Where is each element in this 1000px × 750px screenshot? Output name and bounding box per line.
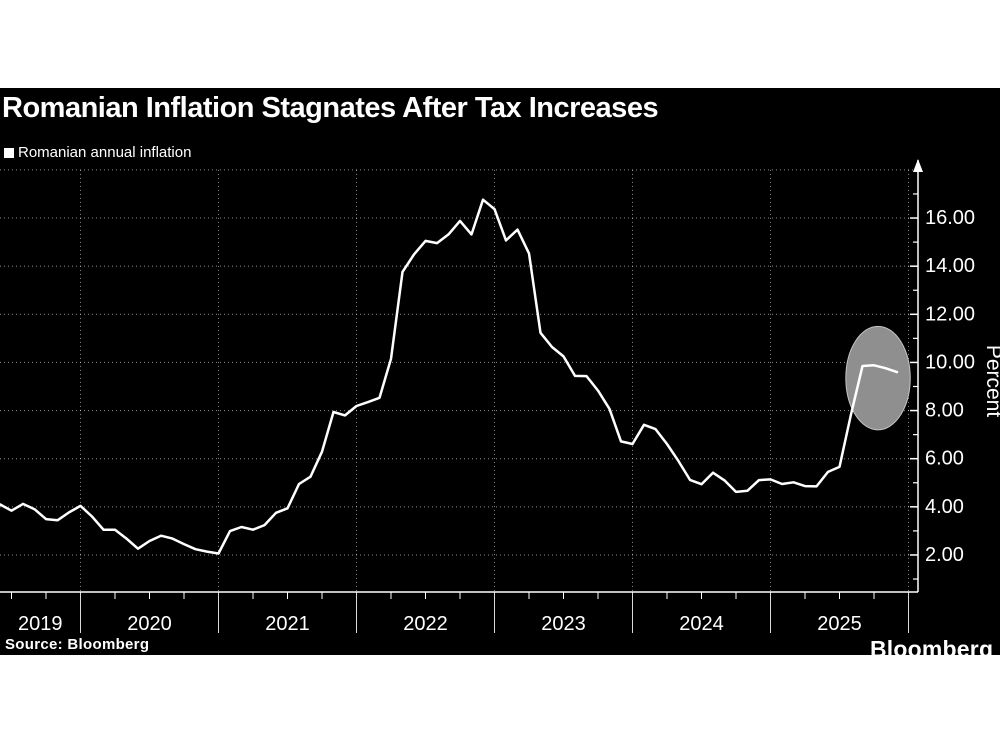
y-axis-arrow-icon [913, 159, 923, 172]
x-year-label: 2022 [403, 613, 448, 635]
y-axis-title: Percent [982, 345, 1000, 418]
x-year-label: 2021 [265, 613, 310, 635]
y-tick-label: 2.00 [925, 544, 964, 566]
y-tick-label: 14.00 [925, 255, 975, 277]
legend-marker-icon [4, 147, 14, 158]
inflation-line-series [0, 198, 899, 555]
chart-title: Romanian Inflation Stagnates After Tax I… [2, 92, 659, 124]
y-tick-label: 8.00 [925, 400, 964, 422]
bloomberg-wordmark: Bloomberg [870, 636, 994, 662]
y-tick-label: 4.00 [925, 496, 964, 518]
legend: Romanian annual inflation [4, 144, 191, 161]
x-year-label: 2023 [541, 613, 586, 635]
y-tick-label: 10.00 [925, 351, 975, 373]
highlight-ellipse [845, 325, 911, 431]
x-year-label: 2020 [127, 613, 172, 635]
y-tick-label: 6.00 [925, 448, 964, 470]
legend-label: Romanian annual inflation [18, 144, 192, 161]
source-label: Source: Bloomberg [5, 636, 150, 653]
x-year-label: 2019 [18, 613, 63, 635]
x-year-label: 2024 [679, 613, 724, 635]
chart-card [0, 88, 1000, 655]
x-year-label: 2025 [817, 613, 862, 635]
y-tick-label: 12.00 [925, 303, 975, 325]
bloomberg-logo: Bloomberg [870, 636, 1000, 663]
y-tick-label: 16.00 [925, 207, 975, 229]
